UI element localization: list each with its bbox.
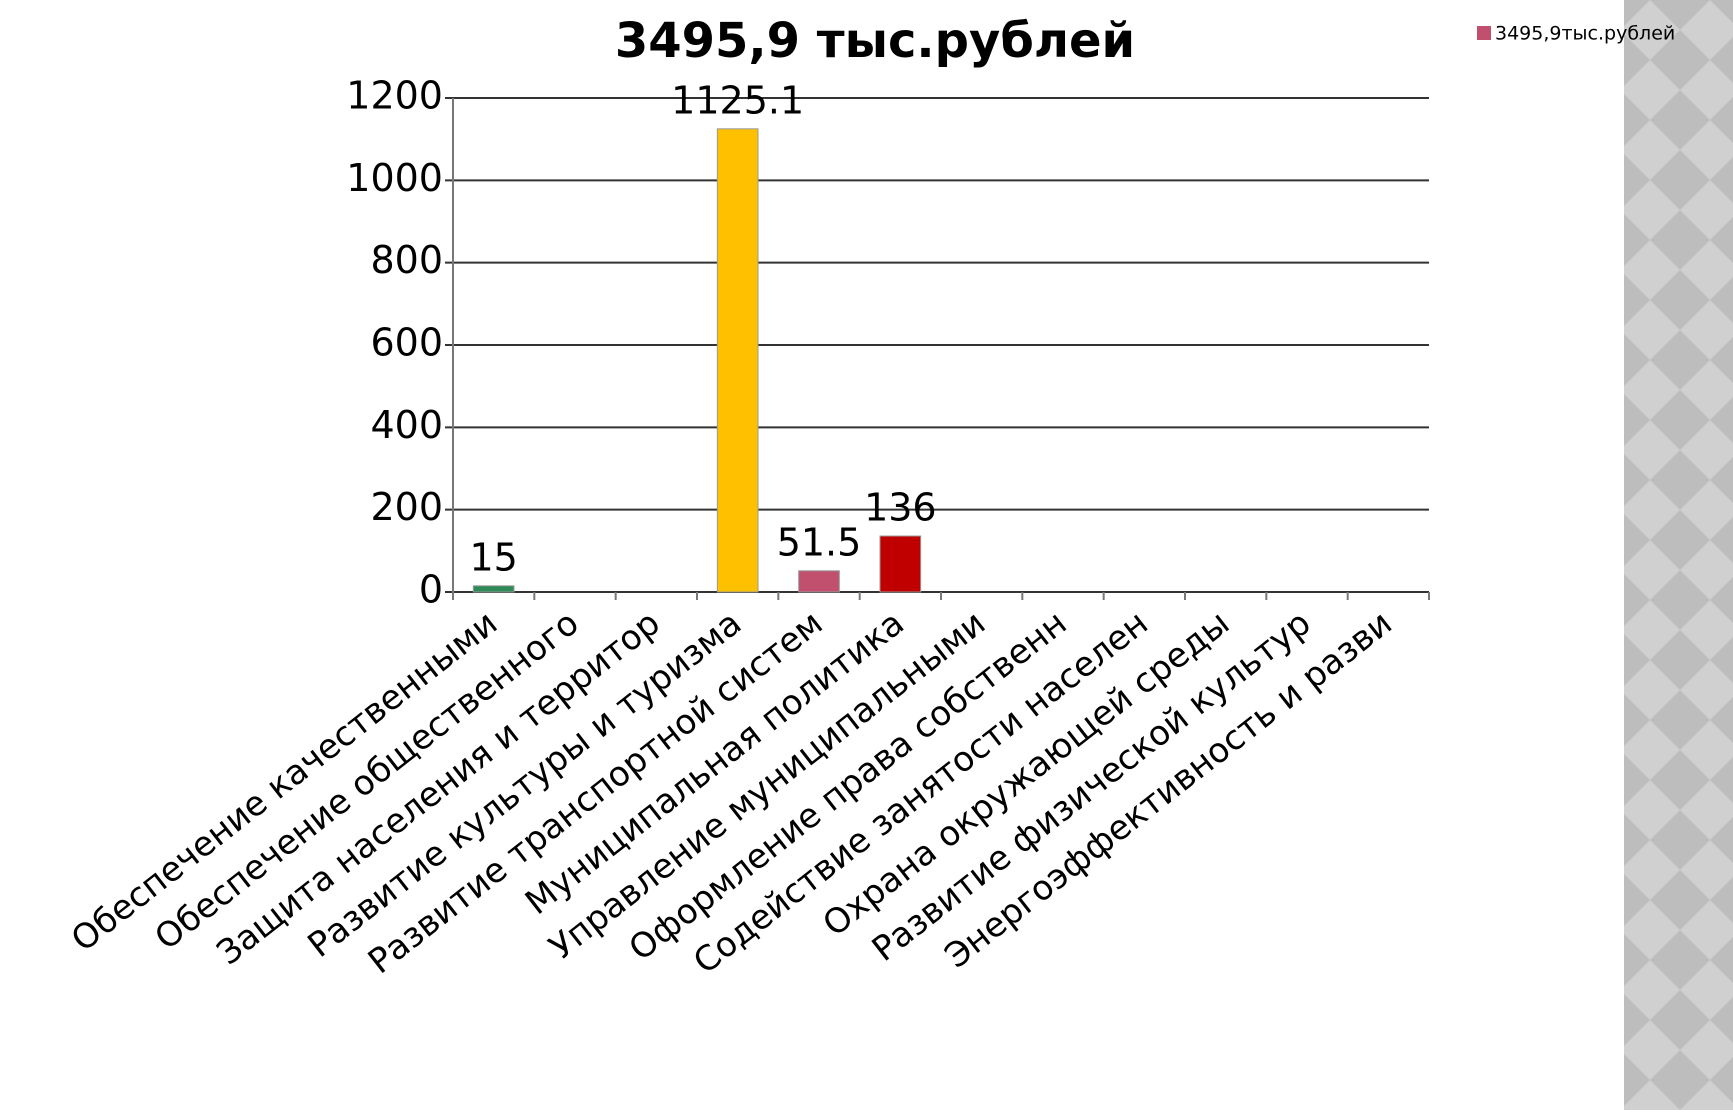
value-label: 51.5 (777, 520, 862, 564)
value-label: 15 (469, 535, 517, 579)
bar (798, 570, 840, 593)
value-label: 136 (864, 486, 937, 530)
chart-title: 3495,9 тыс.рублей (615, 13, 1135, 69)
bar (472, 585, 515, 593)
legend-label: 3495,9тыс.рублей (1495, 23, 1675, 45)
y-tick-label: 400 (370, 403, 443, 447)
side-panel (1624, 0, 1733, 1110)
y-tick-label: 0 (419, 568, 443, 612)
y-tick-label: 800 (370, 238, 443, 282)
y-tick-label: 1200 (346, 74, 443, 118)
bar (716, 128, 759, 593)
value-label: 1125.1 (671, 78, 804, 122)
legend-swatch (1477, 26, 1491, 40)
y-tick-label: 200 (370, 485, 443, 529)
y-tick-label: 600 (370, 321, 443, 365)
y-tick-label: 1000 (346, 156, 443, 200)
bar (879, 535, 922, 593)
